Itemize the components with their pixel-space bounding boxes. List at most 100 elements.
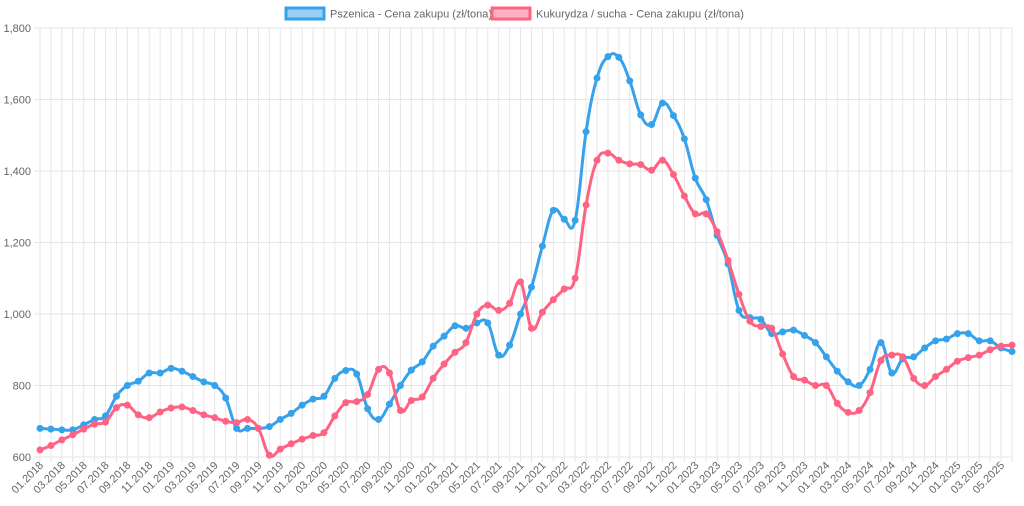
data-point <box>276 415 284 423</box>
data-point <box>921 344 929 352</box>
data-point <box>145 414 153 422</box>
data-point <box>953 357 961 365</box>
data-point <box>364 405 372 413</box>
data-point <box>866 389 874 397</box>
data-point <box>527 283 535 291</box>
y-tick-label: 1,800 <box>3 23 31 35</box>
data-point <box>691 174 699 182</box>
data-point <box>560 285 568 293</box>
data-point <box>375 365 383 373</box>
data-point <box>637 111 645 119</box>
data-point <box>735 306 743 314</box>
data-point <box>615 53 623 61</box>
data-point <box>407 366 415 374</box>
data-point <box>495 351 503 359</box>
data-point <box>440 360 448 368</box>
data-point <box>440 332 448 340</box>
data-point <box>582 201 590 209</box>
data-point <box>593 74 601 82</box>
data-point <box>178 403 186 411</box>
data-point <box>659 156 667 164</box>
data-point <box>888 369 896 377</box>
data-point <box>790 326 798 334</box>
data-point <box>254 424 262 432</box>
data-point <box>691 210 699 218</box>
data-point <box>407 397 415 405</box>
data-point <box>265 451 273 459</box>
data-point <box>91 420 99 428</box>
data-point <box>811 382 819 389</box>
data-point <box>527 324 535 332</box>
data-point <box>396 382 404 389</box>
series-layer <box>36 52 1016 459</box>
data-point <box>47 425 55 433</box>
data-point <box>451 348 459 356</box>
data-point <box>178 367 186 375</box>
data-point <box>320 392 328 400</box>
data-point <box>36 424 44 432</box>
data-point <box>648 166 656 174</box>
data-point <box>669 112 677 120</box>
data-point <box>560 215 568 223</box>
data-point <box>200 378 208 386</box>
data-point <box>484 319 492 327</box>
data-point <box>298 401 306 409</box>
data-point <box>342 399 350 407</box>
data-point <box>986 346 994 354</box>
data-point <box>538 242 546 250</box>
data-point <box>167 364 175 372</box>
data-point <box>713 228 721 236</box>
data-point <box>680 135 688 143</box>
data-point <box>757 315 765 323</box>
data-point <box>626 77 634 85</box>
data-point <box>910 374 918 382</box>
data-point <box>506 341 514 349</box>
data-point <box>833 367 841 375</box>
data-point <box>102 418 110 426</box>
data-point <box>800 331 808 339</box>
data-point <box>822 382 830 389</box>
data-point <box>495 306 503 314</box>
data-point <box>582 128 590 136</box>
legend-item-kukurydza[interactable]: Kukurydza / sucha - Cena zakupu (zł/tona… <box>490 6 744 21</box>
data-point <box>222 394 230 402</box>
data-point <box>353 398 361 406</box>
data-point <box>637 161 645 169</box>
data-point <box>429 342 437 350</box>
data-point <box>932 373 940 381</box>
legend-label: Pszenica - Cena zakupu (zł/tona) <box>330 9 492 21</box>
data-point <box>833 399 841 407</box>
data-point <box>156 369 164 377</box>
data-point <box>724 256 732 264</box>
axes: 6008001,0001,2001,4001,6001,80001.201803… <box>3 23 1007 496</box>
y-tick-label: 800 <box>13 381 31 393</box>
data-point <box>538 308 546 316</box>
data-point <box>517 310 525 318</box>
data-point <box>942 335 950 343</box>
data-point <box>953 330 961 338</box>
data-point <box>167 404 175 412</box>
data-point <box>298 435 306 443</box>
data-point <box>648 121 656 129</box>
data-point <box>669 171 677 179</box>
y-tick-label: 1,200 <box>3 238 31 250</box>
y-tick-label: 600 <box>13 452 31 464</box>
legend[interactable]: Pszenica - Cena zakupu (zł/tona) Kukurydz… <box>284 6 744 21</box>
data-point <box>975 337 983 345</box>
data-point <box>233 424 241 432</box>
data-point <box>287 409 295 417</box>
data-point <box>156 408 164 416</box>
data-point <box>244 415 252 423</box>
y-tick-label: 1,600 <box>3 95 31 107</box>
legend-item-pszenica[interactable]: Pszenica - Cena zakupu (zł/tona) <box>284 6 492 21</box>
data-point <box>1008 341 1016 349</box>
data-point <box>604 53 612 61</box>
data-point <box>506 299 514 307</box>
data-point <box>342 366 350 374</box>
data-point <box>571 274 579 282</box>
data-point <box>746 317 754 325</box>
data-point <box>549 296 557 304</box>
data-point <box>134 411 142 419</box>
data-point <box>375 415 383 423</box>
